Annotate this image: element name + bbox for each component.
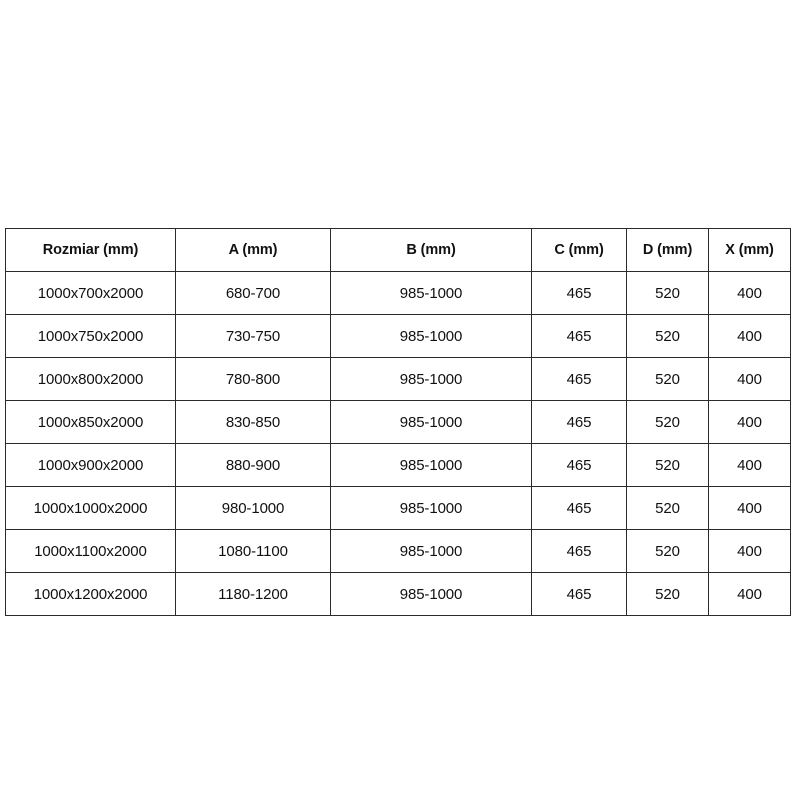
table-row: 1000x800x2000 780-800 985-1000 465 520 4… (5, 357, 791, 401)
specification-table-container: Rozmiar (mm) A (mm) B (mm) C (mm) D (mm)… (5, 228, 791, 616)
table-body: 1000x700x2000 680-700 985-1000 465 520 4… (5, 271, 791, 616)
cell-c: 465 (531, 486, 627, 530)
cell-a: 980-1000 (175, 486, 331, 530)
table-row: 1000x750x2000 730-750 985-1000 465 520 4… (5, 314, 791, 358)
cell-d: 520 (626, 400, 709, 444)
cell-size: 1000x850x2000 (5, 400, 176, 444)
cell-d: 520 (626, 271, 709, 315)
table-row: 1000x1000x2000 980-1000 985-1000 465 520… (5, 486, 791, 530)
cell-a: 780-800 (175, 357, 331, 401)
cell-x: 400 (708, 443, 791, 487)
cell-x: 400 (708, 314, 791, 358)
cell-c: 465 (531, 529, 627, 573)
column-header-a: A (mm) (175, 228, 331, 272)
cell-x: 400 (708, 400, 791, 444)
cell-a: 880-900 (175, 443, 331, 487)
cell-d: 520 (626, 486, 709, 530)
cell-b: 985-1000 (330, 357, 532, 401)
cell-c: 465 (531, 357, 627, 401)
cell-c: 465 (531, 400, 627, 444)
cell-b: 985-1000 (330, 271, 532, 315)
cell-x: 400 (708, 572, 791, 616)
cell-a: 730-750 (175, 314, 331, 358)
cell-size: 1000x1000x2000 (5, 486, 176, 530)
cell-d: 520 (626, 314, 709, 358)
cell-d: 520 (626, 357, 709, 401)
cell-c: 465 (531, 443, 627, 487)
cell-a: 830-850 (175, 400, 331, 444)
cell-c: 465 (531, 271, 627, 315)
cell-x: 400 (708, 357, 791, 401)
cell-a: 1180-1200 (175, 572, 331, 616)
cell-x: 400 (708, 529, 791, 573)
cell-size: 1000x750x2000 (5, 314, 176, 358)
cell-b: 985-1000 (330, 400, 532, 444)
table-row: 1000x850x2000 830-850 985-1000 465 520 4… (5, 400, 791, 444)
cell-d: 520 (626, 529, 709, 573)
column-header-c: C (mm) (531, 228, 627, 272)
cell-d: 520 (626, 443, 709, 487)
cell-d: 520 (626, 572, 709, 616)
table-header-row: Rozmiar (mm) A (mm) B (mm) C (mm) D (mm)… (5, 228, 791, 272)
cell-size: 1000x1100x2000 (5, 529, 176, 573)
cell-size: 1000x900x2000 (5, 443, 176, 487)
specification-table: Rozmiar (mm) A (mm) B (mm) C (mm) D (mm)… (5, 228, 791, 616)
cell-b: 985-1000 (330, 486, 532, 530)
cell-c: 465 (531, 572, 627, 616)
table-row: 1000x1200x2000 1180-1200 985-1000 465 52… (5, 572, 791, 616)
cell-b: 985-1000 (330, 314, 532, 358)
cell-b: 985-1000 (330, 529, 532, 573)
cell-size: 1000x1200x2000 (5, 572, 176, 616)
cell-x: 400 (708, 271, 791, 315)
cell-size: 1000x700x2000 (5, 271, 176, 315)
table-row: 1000x900x2000 880-900 985-1000 465 520 4… (5, 443, 791, 487)
cell-b: 985-1000 (330, 572, 532, 616)
cell-b: 985-1000 (330, 443, 532, 487)
table-header: Rozmiar (mm) A (mm) B (mm) C (mm) D (mm)… (5, 228, 791, 272)
column-header-x: X (mm) (708, 228, 791, 272)
cell-size: 1000x800x2000 (5, 357, 176, 401)
column-header-rozmiar: Rozmiar (mm) (5, 228, 176, 272)
cell-a: 680-700 (175, 271, 331, 315)
cell-x: 400 (708, 486, 791, 530)
cell-a: 1080-1100 (175, 529, 331, 573)
cell-c: 465 (531, 314, 627, 358)
table-row: 1000x1100x2000 1080-1100 985-1000 465 52… (5, 529, 791, 573)
table-row: 1000x700x2000 680-700 985-1000 465 520 4… (5, 271, 791, 315)
column-header-b: B (mm) (330, 228, 532, 272)
column-header-d: D (mm) (626, 228, 709, 272)
